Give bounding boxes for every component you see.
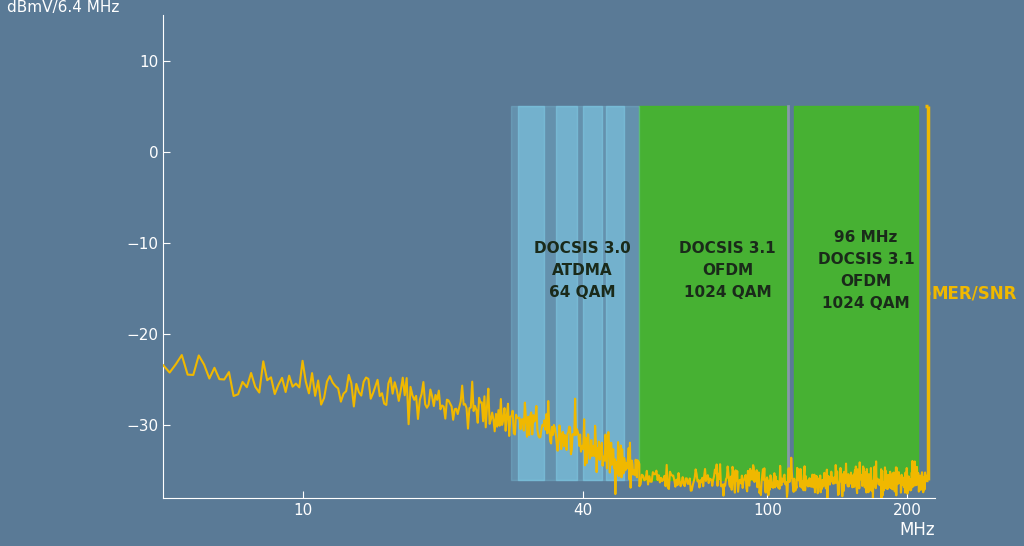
Text: MER/SNR: MER/SNR bbox=[932, 284, 1017, 302]
Text: 96 MHz
DOCSIS 3.1
OFDM
1024 QAM: 96 MHz DOCSIS 3.1 OFDM 1024 QAM bbox=[817, 229, 914, 311]
X-axis label: MHz: MHz bbox=[900, 521, 935, 539]
Text: DOCSIS 3.1
OFDM
1024 QAM: DOCSIS 3.1 OFDM 1024 QAM bbox=[679, 241, 775, 300]
Text: DOCSIS 3.0
ATDMA
64 QAM: DOCSIS 3.0 ATDMA 64 QAM bbox=[535, 241, 631, 300]
Y-axis label: dBmV/6.4 MHz: dBmV/6.4 MHz bbox=[7, 0, 120, 15]
